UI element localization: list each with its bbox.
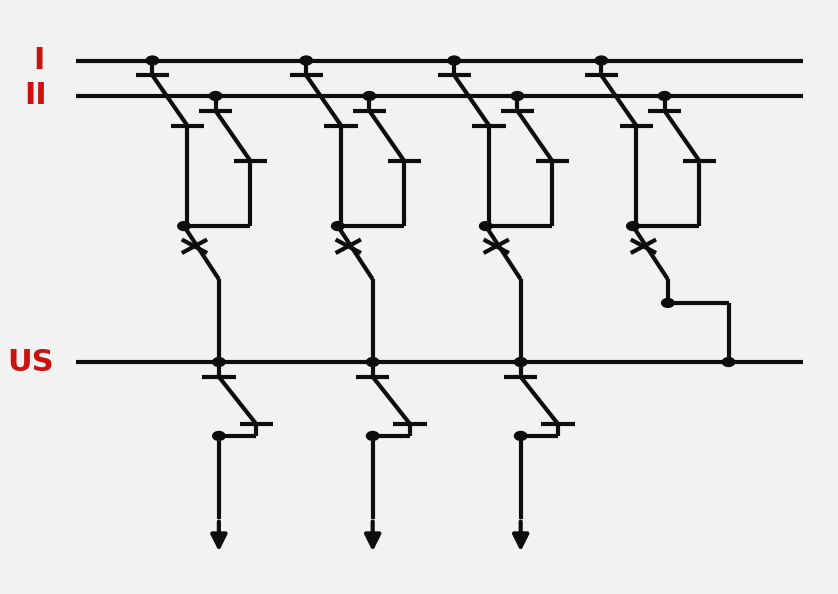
Circle shape xyxy=(213,431,225,440)
Circle shape xyxy=(300,56,313,65)
Circle shape xyxy=(511,91,524,100)
Circle shape xyxy=(479,222,492,230)
Circle shape xyxy=(515,431,527,440)
Circle shape xyxy=(363,91,375,100)
Text: II: II xyxy=(23,81,47,110)
Text: US: US xyxy=(7,347,54,377)
Circle shape xyxy=(146,56,158,65)
Circle shape xyxy=(515,358,527,366)
Circle shape xyxy=(366,358,379,366)
Circle shape xyxy=(178,222,190,230)
Circle shape xyxy=(366,431,379,440)
Circle shape xyxy=(595,56,608,65)
Circle shape xyxy=(332,222,344,230)
Circle shape xyxy=(722,358,735,366)
Circle shape xyxy=(662,298,674,307)
Circle shape xyxy=(448,56,460,65)
Circle shape xyxy=(213,358,225,366)
Circle shape xyxy=(627,222,639,230)
Text: I: I xyxy=(33,46,44,75)
Circle shape xyxy=(210,91,222,100)
Circle shape xyxy=(659,91,670,100)
